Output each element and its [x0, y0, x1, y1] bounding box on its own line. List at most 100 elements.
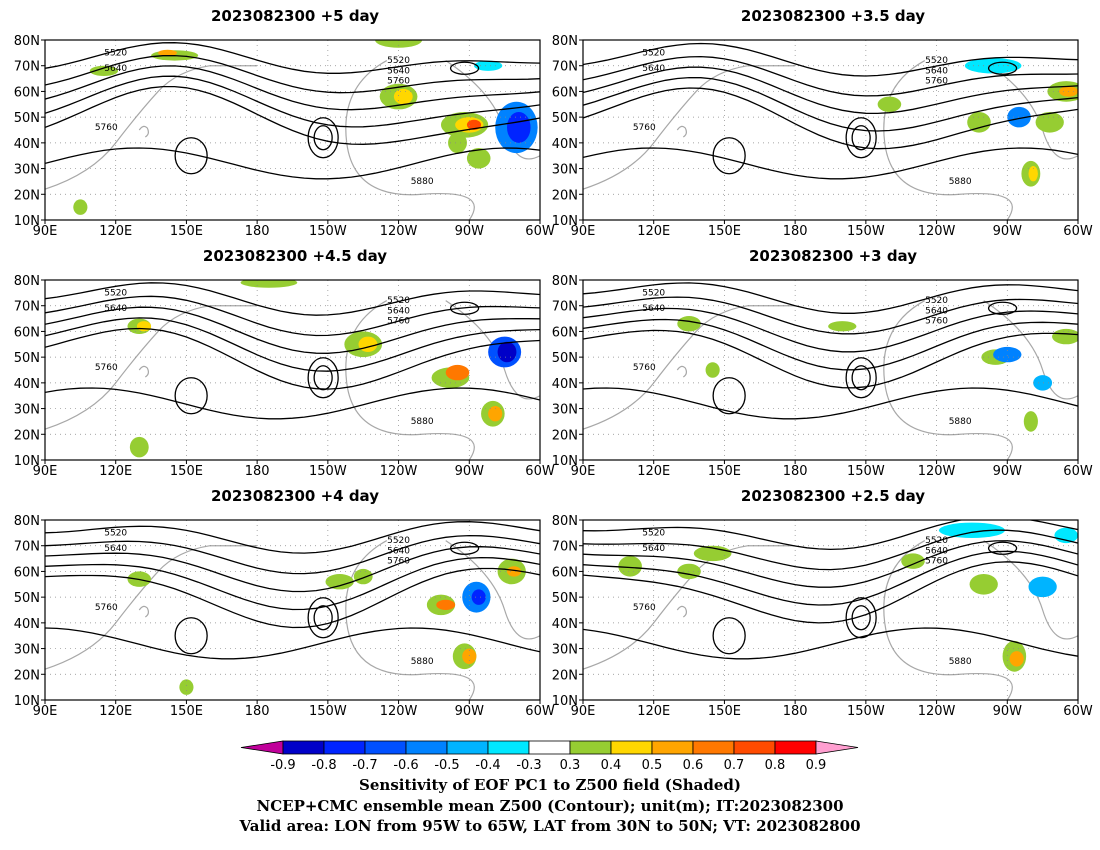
map-panel-5: 552056405520564057605760588010N20N30N40N… — [14, 514, 555, 719]
lon-tick-label: 150E — [170, 704, 203, 719]
contour-label: 5760 — [387, 77, 410, 87]
map-frame — [582, 39, 1079, 221]
lon-tick-label: 150E — [708, 704, 741, 719]
lat-tick-label: 70N — [552, 540, 578, 555]
lat-tick-label: 50N — [552, 591, 578, 606]
lat-tick-label: 70N — [14, 300, 40, 315]
lat-tick-label: 40N — [552, 617, 578, 632]
lon-tick-label: 120E — [637, 464, 670, 479]
lon-tick-label: 180 — [783, 704, 808, 719]
lat-tick-label: 20N — [14, 668, 40, 683]
lat-tick-label: 50N — [552, 351, 578, 366]
lat-tick-label: 60N — [552, 325, 578, 340]
lon-tick-label: 90E — [571, 464, 596, 479]
panel-title-4: 2023082300 +3 day — [749, 247, 917, 265]
shaded-area — [325, 574, 354, 590]
lon-tick-label: 120W — [918, 464, 956, 479]
lon-tick-label: 60W — [525, 704, 555, 719]
map-frame — [582, 279, 1079, 461]
colorbar-tick-label: 0.6 — [683, 758, 704, 773]
lon-tick-label: 60W — [525, 464, 555, 479]
lon-tick-label: 120W — [380, 224, 418, 239]
shaded-area — [474, 60, 503, 71]
colorbar-swatch — [692, 740, 735, 755]
colorbar-tick-label: 0.3 — [560, 758, 581, 773]
axis-labels: 10N 20N 30N 40N 50N 60N 70N 80N 90E 120E 150E 180 15… — [14, 34, 555, 239]
contour-label: 5880 — [949, 657, 972, 667]
lon-tick-label: 150W — [847, 704, 885, 719]
z500-contours — [45, 282, 540, 420]
shaded-area — [969, 574, 998, 595]
contour-label: 5760 — [633, 123, 656, 133]
colorbar-tick-label: -0.8 — [311, 758, 336, 773]
caption-line-2: NCEP+CMC ensemble mean Z500 (Contour); u… — [256, 797, 844, 815]
map-frame — [44, 279, 541, 461]
axis-labels: 10N 20N 30N 40N 50N 60N 70N 80N 90E 120E 150E 180 15… — [552, 514, 1093, 719]
lon-tick-label: 120E — [99, 224, 132, 239]
lat-tick-label: 40N — [14, 137, 40, 152]
lon-tick-label: 60W — [1063, 704, 1093, 719]
lat-tick-label: 20N — [552, 188, 578, 203]
shaded-area — [448, 132, 467, 154]
panel-title-6: 2023082300 +2.5 day — [740, 487, 926, 505]
caption-line-1: Sensitivity of EOF PC1 to Z500 field (Sh… — [359, 776, 741, 794]
lat-tick-label: 10N — [552, 454, 578, 469]
lat-tick-label: 80N — [14, 34, 40, 49]
shaded-area — [677, 316, 701, 332]
contour-label: 5520 — [925, 296, 948, 306]
contour-label: 5640 — [387, 306, 410, 316]
caption-line-3: Valid area: LON from 95W to 65W, LAT fro… — [239, 817, 861, 835]
colorbar-swatch — [774, 740, 817, 755]
panel-title-3: 2023082300 +4.5 day — [202, 247, 388, 265]
lon-tick-label: 180 — [783, 464, 808, 479]
lat-tick-label: 50N — [14, 591, 40, 606]
shaded-area — [462, 648, 477, 664]
lon-tick-label: 120W — [380, 464, 418, 479]
shaded-area — [466, 119, 482, 130]
lon-tick-label: 60W — [1063, 224, 1093, 239]
shaded-area — [506, 566, 522, 577]
shaded-area — [618, 556, 642, 577]
lat-tick-label: 80N — [552, 514, 578, 529]
contour-label: 5640 — [925, 306, 948, 316]
colorbar-tick-label: 0.9 — [806, 758, 827, 773]
axis-labels: 10N 20N 30N 40N 50N 60N 70N 80N 90E 120E 150E 180 15… — [552, 274, 1093, 479]
lat-tick-label: 30N — [14, 403, 40, 418]
lat-tick-label: 80N — [552, 34, 578, 49]
lat-tick-label: 30N — [552, 163, 578, 178]
contour-label: 5520 — [387, 56, 410, 66]
colorbar-tick-label: -0.6 — [393, 758, 418, 773]
shaded-area — [705, 362, 720, 378]
colorbar-tick-label: -0.9 — [270, 758, 295, 773]
panel-title-5: 2023082300 +4 day — [211, 487, 379, 505]
lat-tick-label: 40N — [14, 617, 40, 632]
panel-title-2: 2023082300 +3.5 day — [740, 7, 926, 25]
shaded-area — [507, 112, 531, 143]
axis-labels: 10N 20N 30N 40N 50N 60N 70N 80N 90E 120E 150E 180 15… — [14, 514, 555, 719]
lon-tick-label: 90E — [33, 224, 58, 239]
contour-label: 5760 — [925, 557, 948, 567]
panel-title-1: 2023082300 +5 day — [211, 7, 379, 25]
colorbar-arrow-right — [815, 740, 859, 755]
colorbar-tick-label: 0.5 — [642, 758, 663, 773]
shaded-area — [938, 522, 1005, 538]
shaded-area — [1028, 576, 1057, 598]
contour-label: 5880 — [411, 657, 434, 667]
contour-label: 5520 — [104, 48, 127, 58]
z500-contours — [583, 42, 1078, 180]
graticule — [583, 40, 1078, 220]
lat-tick-label: 80N — [14, 514, 40, 529]
contour-label: 5760 — [95, 123, 118, 133]
lon-tick-label: 150E — [170, 224, 203, 239]
lat-tick-label: 70N — [552, 60, 578, 75]
contour-label: 5640 — [642, 64, 665, 74]
contour-label: 5520 — [925, 536, 948, 546]
contour-label: 5760 — [925, 77, 948, 87]
shaded-area — [993, 346, 1022, 363]
lon-tick-label: 60W — [1063, 464, 1093, 479]
graticule — [45, 520, 540, 700]
contour-label: 5760 — [95, 363, 118, 373]
